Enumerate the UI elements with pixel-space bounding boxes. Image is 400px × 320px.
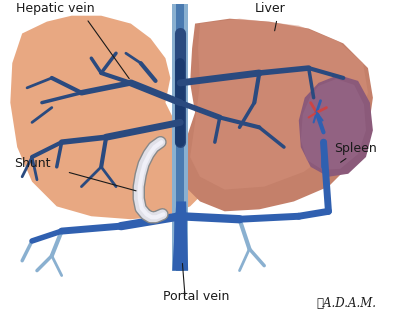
Polygon shape: [299, 75, 373, 177]
Polygon shape: [180, 19, 373, 211]
Text: Portal vein: Portal vein: [164, 290, 230, 303]
Polygon shape: [301, 79, 366, 170]
Text: Spleen: Spleen: [334, 142, 377, 155]
Polygon shape: [172, 4, 188, 271]
Text: Liver: Liver: [254, 2, 285, 15]
Text: Hepatic vein: Hepatic vein: [16, 2, 95, 15]
Text: Shunt: Shunt: [14, 157, 51, 170]
Polygon shape: [190, 19, 368, 189]
Polygon shape: [176, 4, 184, 271]
Polygon shape: [172, 202, 188, 271]
Text: ✱A.D.A.M.: ✱A.D.A.M.: [316, 297, 376, 310]
Polygon shape: [10, 16, 210, 219]
